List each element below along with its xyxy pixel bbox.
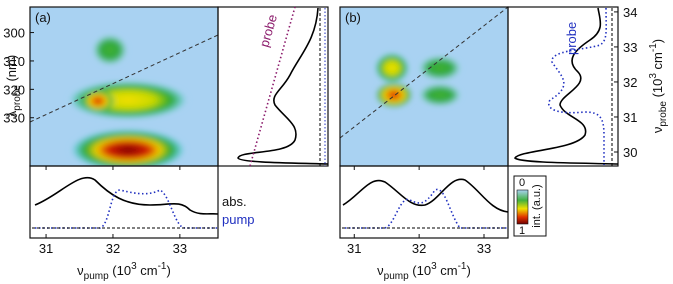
axis-label-part: (nm) xyxy=(4,55,19,85)
axis-label-part: probe xyxy=(12,85,23,111)
axis-label-part: cm xyxy=(137,263,158,278)
axis-label-part: (10 xyxy=(109,263,131,278)
y-tick-label: 34 xyxy=(623,5,637,20)
axis-label-part: pump xyxy=(84,271,109,282)
axis-label-part: 3 xyxy=(648,73,659,79)
colorbar-label: int. (a.u.) xyxy=(531,184,543,227)
y-tick-label: 32 xyxy=(623,75,637,90)
legend-pump: pump xyxy=(222,212,255,227)
x-tick-label: 33 xyxy=(173,241,187,256)
axis-label-part: ) xyxy=(650,39,665,43)
axis-labels: λprobe (nm)νpump (103 cm-1) νpump (103 cm… xyxy=(4,39,669,282)
heatmap-b xyxy=(375,53,461,108)
y-tick-label: 33 xyxy=(623,40,637,55)
axis-label: λprobe (nm) xyxy=(4,55,23,117)
axis-label: νpump (103 cm-1) xyxy=(77,261,171,282)
axis-label-part: ν xyxy=(650,127,665,134)
axis-label-part: probe xyxy=(658,101,669,127)
x-tick-label: 31 xyxy=(39,241,53,256)
axis-label-part: -1 xyxy=(458,261,467,272)
axis-label-part: (10 xyxy=(650,79,665,101)
axis-label-part: 3 xyxy=(431,261,437,272)
frames xyxy=(29,6,619,239)
y-tick-label: 300 xyxy=(3,26,25,41)
spectra xyxy=(32,6,619,229)
axis-label-part: ν xyxy=(77,263,84,278)
probe-label: probe xyxy=(256,13,280,49)
axis-label-part: -1 xyxy=(648,43,659,52)
diagonal xyxy=(339,6,509,139)
axis-label-part: cm xyxy=(650,52,665,73)
panel-label: (b) xyxy=(345,10,361,25)
axis-label-part: ν xyxy=(377,263,384,278)
legend-abs: abs. xyxy=(222,194,247,209)
x-tick-label: 31 xyxy=(347,241,361,256)
heatmap-bg xyxy=(340,7,508,166)
colorbar: 0 1 int. (a.u.) xyxy=(513,175,547,237)
y-tick-label: 31 xyxy=(623,110,637,125)
axis-label-part: cm xyxy=(437,263,458,278)
axis-label: νpump (103 cm-1) xyxy=(377,261,471,282)
panel-label: (a) xyxy=(35,10,51,25)
axis-label: νprobe (103 cm-1) xyxy=(648,39,669,133)
axis-label-part: pump xyxy=(384,271,409,282)
heatmap-a xyxy=(68,35,188,166)
y-tick-label: 330 xyxy=(3,111,25,126)
x-tick-label: 33 xyxy=(477,241,491,256)
axis-label-part: ) xyxy=(167,263,171,278)
axis-label-part: (10 xyxy=(409,263,431,278)
x-tick-label: 32 xyxy=(106,241,120,256)
probe-label: probe xyxy=(564,22,579,55)
axis-label-part: λ xyxy=(4,110,19,117)
axis-label-part: -1 xyxy=(158,261,167,272)
axis-label-part: ) xyxy=(467,263,471,278)
y-tick-label: 320 xyxy=(3,82,25,97)
axis-label-part: 3 xyxy=(131,261,137,272)
colorbar-max: 1 xyxy=(519,225,525,237)
y-tick-label: 30 xyxy=(623,145,637,160)
colorbar-min: 0 xyxy=(519,177,525,189)
y-tick-label: 310 xyxy=(3,54,25,69)
x-tick-label: 32 xyxy=(412,241,426,256)
